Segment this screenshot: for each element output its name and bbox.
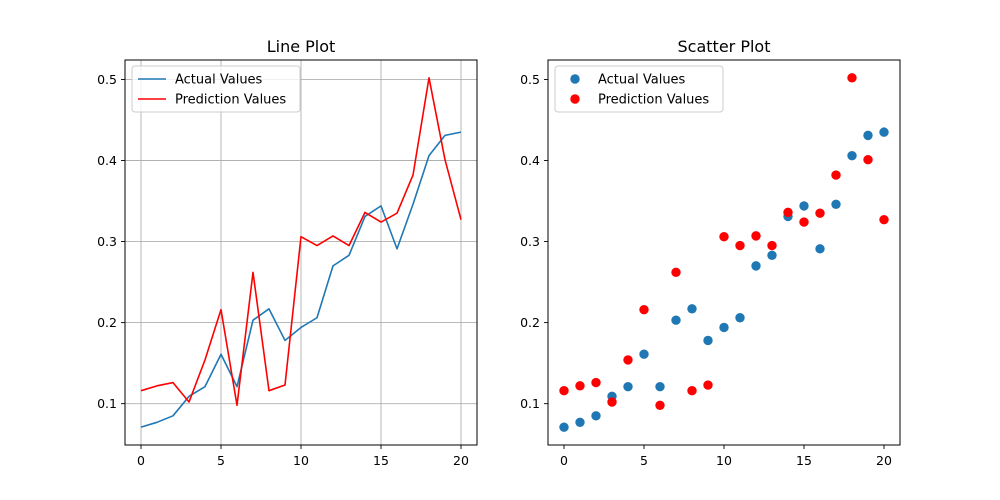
x-tick-label: 0 [560,453,568,468]
scatter-point-prediction [863,154,873,165]
y-tick-label: 0.2 [520,315,540,330]
y-tick-label: 0.5 [97,72,117,87]
scatter-point-prediction [831,170,841,180]
scatter-point-actual [847,150,857,161]
legend-swatch-actual [570,74,580,84]
x-tick-label: 10 [716,453,732,468]
scatter-point-prediction [559,385,569,396]
x-tick-label: 20 [876,453,892,468]
scatter-point-actual [799,201,809,211]
y-tick-label: 0.4 [97,153,117,168]
plot-area-frame [547,59,901,446]
series-line-prediction [140,77,462,407]
line-plot-panel: Line Plot 0 5 10 15 20 0.1 0.2 0.3 0.4 0.5 Actual … [97,37,478,468]
scatter-point-actual [623,381,633,392]
scatter-point-actual [735,313,745,323]
scatter-point-actual [671,315,681,325]
x-tick-label: 15 [373,453,389,468]
scatter-point-prediction [607,397,617,407]
scatter-point-actual [559,422,569,432]
y-tick-label: 0.3 [520,234,540,249]
legend-label-prediction: Prediction Values [175,93,286,108]
scatter-point-actual [863,130,873,141]
legend-label-prediction: Prediction Values [598,93,709,108]
y-tick-label: 0.1 [520,396,540,411]
scatter-point-prediction [575,381,585,391]
scatter-point-actual [767,250,777,261]
scatter-point-actual [831,199,841,209]
scatter-point-actual [703,335,713,346]
legend-label-actual: Actual Values [598,73,686,88]
y-tick-label: 0.5 [520,72,540,87]
scatter-point-prediction [751,231,761,241]
scatter-point-prediction [799,217,809,227]
legend-frame [131,65,301,113]
scatter-point-prediction [719,231,729,242]
legend-swatch-prediction [570,94,580,104]
y-tick-label: 0.4 [520,153,540,168]
scatter-point-actual [815,244,825,254]
scatter-point-actual [687,304,697,314]
legend: Actual Values Prediction Values [131,65,301,113]
scatter-point-prediction [623,355,633,365]
scatter-point-actual [639,349,649,359]
scatter-point-prediction [847,73,857,83]
scatter-point-actual [751,261,761,271]
scatter-point-prediction [767,240,777,251]
scatter-plot-panel: Scatter Plot 0 5 10 15 20 0.1 0.2 0.3 0.4 0.5 Actu… [520,37,901,468]
x-tick-label: 10 [293,453,309,468]
scatter-point-prediction [703,380,713,390]
scatter-point-prediction [687,385,697,396]
legend: Actual Values Prediction Values [554,65,724,113]
scatter-point-prediction [815,208,825,218]
x-tick-label: 20 [453,453,469,468]
legend-frame [554,65,724,113]
y-tick-label: 0.2 [97,315,117,330]
scatter-point-prediction [735,240,745,251]
line-plot-title: Line Plot [267,37,336,56]
x-tick-label: 0 [137,453,145,468]
y-tick-label: 0.1 [97,396,117,411]
x-tick-label: 5 [217,453,225,468]
series-line-actual [140,131,462,428]
y-tick-label: 0.3 [97,234,117,249]
scatter-point-prediction [591,377,601,388]
x-tick-label: 5 [640,453,648,468]
scatter-point-prediction [671,267,681,278]
scatter-point-prediction [655,400,665,410]
scatter-point-prediction [639,304,649,315]
scatter-point-actual [575,417,585,428]
scatter-point-prediction [783,207,793,218]
scatter-point-prediction [879,214,889,225]
scatter-point-actual [655,381,665,392]
scatter-point-actual [719,322,729,333]
scatter-point-actual [591,411,601,421]
legend-label-actual: Actual Values [175,73,263,88]
scatter-plot-title: Scatter Plot [678,37,771,56]
x-tick-label: 15 [796,453,812,468]
scatter-point-actual [879,127,889,137]
